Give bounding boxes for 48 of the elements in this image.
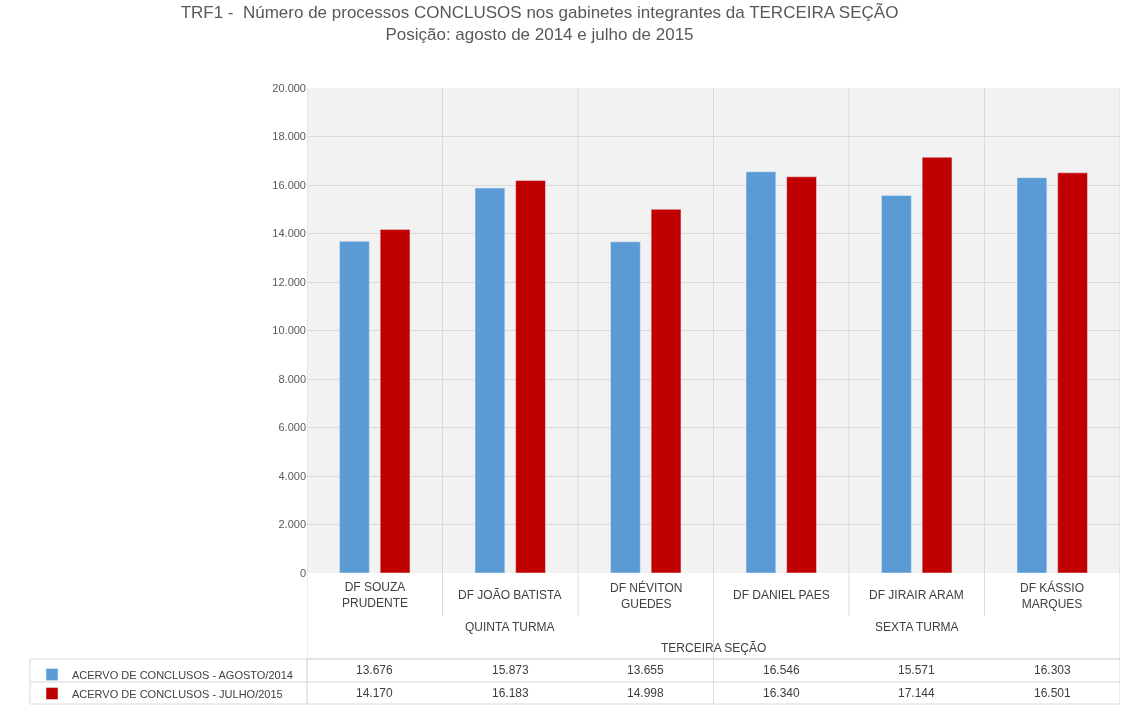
text: 15.571	[898, 663, 935, 677]
bar	[474, 187, 506, 573]
y-tick-label: 6.000	[278, 421, 306, 434]
text: TERCEIRA SEÇÃO	[661, 641, 767, 655]
bar	[1016, 177, 1048, 573]
bar	[650, 209, 682, 573]
text: 16.501	[1034, 686, 1071, 700]
text: 16.303	[1034, 663, 1071, 677]
bar	[515, 180, 546, 573]
y-tick-label: 2.000	[278, 518, 306, 531]
y-tick-label: 18.000	[272, 130, 306, 143]
x-tick-label: DF JOÃO BATISTA	[458, 588, 562, 602]
bar	[786, 176, 817, 573]
y-tick-label: 12.000	[272, 275, 306, 288]
y-tick-label: 14.000	[272, 227, 306, 240]
x-tick-label: DF NÉVITON GUEDES	[610, 580, 683, 611]
y-tick-label: 10.000	[272, 324, 306, 337]
x-tick-label: DF SOUZA PRUDENTE	[342, 580, 409, 610]
text: 16.340	[763, 686, 800, 700]
text: QUINTA TURMA	[465, 620, 555, 634]
text: 14.998	[627, 686, 664, 700]
y-tick-label: 4.000	[278, 469, 306, 482]
text: 17.144	[898, 686, 935, 700]
bar	[881, 195, 912, 573]
y-tick-label: 20.000	[272, 81, 306, 94]
text: 13.655	[627, 663, 664, 677]
text: 16.546	[763, 663, 800, 677]
x-tick-label: DF DANIEL PAES	[733, 588, 830, 602]
x-tick-label: DF KÁSSIO MARQUES	[1020, 580, 1085, 611]
bar	[1057, 172, 1088, 573]
text: SEXTA TURMA	[875, 620, 959, 634]
bar	[339, 241, 370, 573]
y-tick-label: 16.000	[272, 178, 306, 191]
chart-subtitle: Posição: agosto de 2014 e julho de 2015	[385, 24, 694, 44]
text: 14.170	[356, 686, 393, 700]
y-tick-label: 8.000	[278, 372, 306, 385]
text: 16.183	[492, 686, 529, 700]
x-tick-label: DF JIRAIR ARAM	[869, 588, 964, 602]
y-tick-label: 0	[299, 566, 306, 579]
legend-label: ACERVO DE CONCLUSOS - AGOSTO/2014	[72, 668, 293, 681]
legend-label: ACERVO DE CONCLUSOS - JULHO/2015	[72, 687, 283, 700]
text: 15.873	[492, 663, 529, 677]
bar	[921, 157, 953, 573]
text: 13.676	[356, 663, 393, 677]
bar	[379, 229, 411, 573]
chart-title: TRF1 - Número de processos CONCLUSOS nos gabinetes integrantes da TERCEIRA SEÇÃO	[180, 2, 899, 22]
bar	[745, 171, 777, 573]
bar	[610, 241, 641, 573]
